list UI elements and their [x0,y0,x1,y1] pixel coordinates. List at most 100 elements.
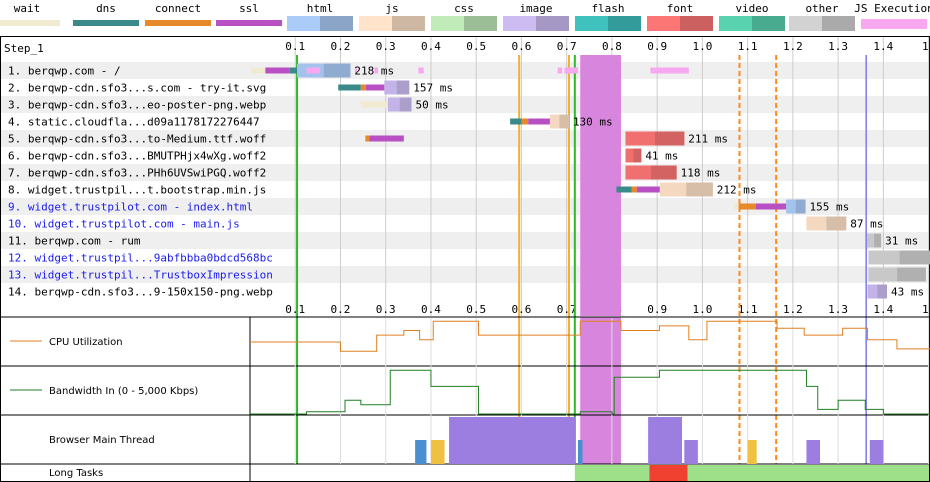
tick-label-top: 0.3 [376,40,396,53]
request-label: 10. widget.trustpilot.com - main.js [8,218,240,231]
request-label: 2. berqwp-cdn.sfo3...s.com - try-it.svg [8,82,266,95]
request-duration: 50 ms [416,99,449,112]
legend-swatch [822,16,855,31]
main-thread-spike [415,440,427,464]
request-label: 5. berqwp-cdn.sfo3...to-Medium.ttf.woff [8,133,266,146]
request-label: 12. widget.trustpil...9abfbbba0bdcd568bc [8,252,273,265]
legend-label: css [454,2,474,15]
request-label: 14. berqwp-cdn.sfo3...9-150x150-png.webp [8,286,273,299]
segment-dns [289,67,298,74]
tick-label-bottom: 0.6 [512,303,532,316]
tick-label-bottom: 0.1 [285,303,305,316]
main-thread-label: Browser Main Thread [49,435,155,446]
tick-label-top: 1.1 [738,40,758,53]
legend-swatch [680,16,713,31]
row-band [1,130,929,147]
segment-connect [360,84,366,91]
js-exec-mark [418,67,424,74]
segment-wait [734,203,739,210]
tick-label-bottom: 1.3 [828,303,848,316]
segment-ssl [528,118,550,125]
segment-js-dl [686,182,713,197]
legend-swatch [431,16,464,31]
tick-label-bottom: 0.5 [466,303,486,316]
row-band [1,96,929,113]
legend-swatch [861,19,927,29]
js-exec-mark [306,67,321,74]
request-label: 4. static.cloudfla...d09a1178172276447 [8,116,260,129]
tick-label-top: 0.9 [647,40,667,53]
segment-js-dl [559,114,569,129]
main-thread-spike [430,440,445,464]
segment-connect [738,203,756,210]
legend-swatch [503,16,536,31]
tick-label-top: 1.4 [873,40,893,53]
legend-label: connect [155,2,201,15]
tick-label-top: 1. [922,40,930,53]
request-label: 9. widget.trustpilot.com - index.html [8,201,253,214]
tick-label-top: 1.3 [828,40,848,53]
main-thread-spike [747,440,757,464]
tick-label-bottom: 0.7 [557,303,577,316]
tick-label-top: 1.2 [783,40,803,53]
tick-label-bottom: 0.9 [647,303,667,316]
main-thread-spike [806,440,821,464]
legend-label: js [385,2,398,15]
legend-label: flash [591,2,624,15]
segment-image-dl [399,97,412,112]
segment-js-dl [826,216,847,231]
bandwidth-label: Bandwidth In (0 - 5,000 Kbps) [49,386,198,397]
request-label: 8. widget.trustpil...t.bootstrap.min.js [8,184,266,197]
segment-connect [365,135,370,142]
request-duration: 218 ms [354,65,394,78]
request-label: 13. widget.trustpil...TrustboxImpression [8,269,273,282]
tick-label-top: 0.2 [331,40,351,53]
tick-label-top: 0.5 [466,40,486,53]
legend-swatch [789,16,822,31]
tick-label-bottom: 0.2 [331,303,351,316]
request-duration: 212 ms [717,184,757,197]
legend-label: font [667,2,694,15]
segment-ssl [755,203,787,210]
row-band [1,198,929,215]
tick-label-top: 0.8 [602,40,622,53]
long-task-block [649,465,688,481]
segment-ssl [636,186,660,193]
long-tasks-label: Long Tasks [49,468,103,479]
row-band [1,232,929,249]
request-duration: 31 ms [885,235,918,248]
js-exec-mark [564,67,578,74]
legend-swatch [0,20,60,26]
segment-font-dl [633,148,642,163]
legend-swatch [464,16,497,31]
tick-label-bottom: 0.3 [376,303,396,316]
request-duration: 130 ms [573,116,613,129]
segment-image-dl [396,80,410,95]
legend-label: wait [14,2,41,15]
main-thread-spike [684,440,698,464]
segment-dns [510,118,522,125]
legend-swatch [73,20,139,26]
request-duration: 211 ms [688,133,728,146]
legend-label: video [735,2,768,15]
request-duration: 118 ms [681,167,721,180]
js-exec-mark [650,67,689,74]
tick-label-bottom: 1.4 [873,303,893,316]
legend-swatch [647,16,680,31]
legend-label: html [307,2,334,15]
tick-label-bottom: 1. [922,303,930,316]
request-label: 3. berqwp-cdn.sfo3...eo-poster-png.webp [8,99,266,112]
segment-dns [616,186,632,193]
legend-swatch [608,16,641,31]
main-thread-block [449,417,576,464]
cpu-line [250,320,930,352]
tick-label-bottom: 0.4 [421,303,441,316]
legend-swatch [392,16,425,31]
tick-label-bottom: 1.0 [692,303,712,316]
segment-dns [338,84,361,91]
legend-swatch [145,20,211,26]
legend-label: image [519,2,552,15]
segment-ssl [369,135,404,142]
segment-font-dl [654,131,685,146]
request-label: 1. berqwp.com - / [8,65,121,78]
